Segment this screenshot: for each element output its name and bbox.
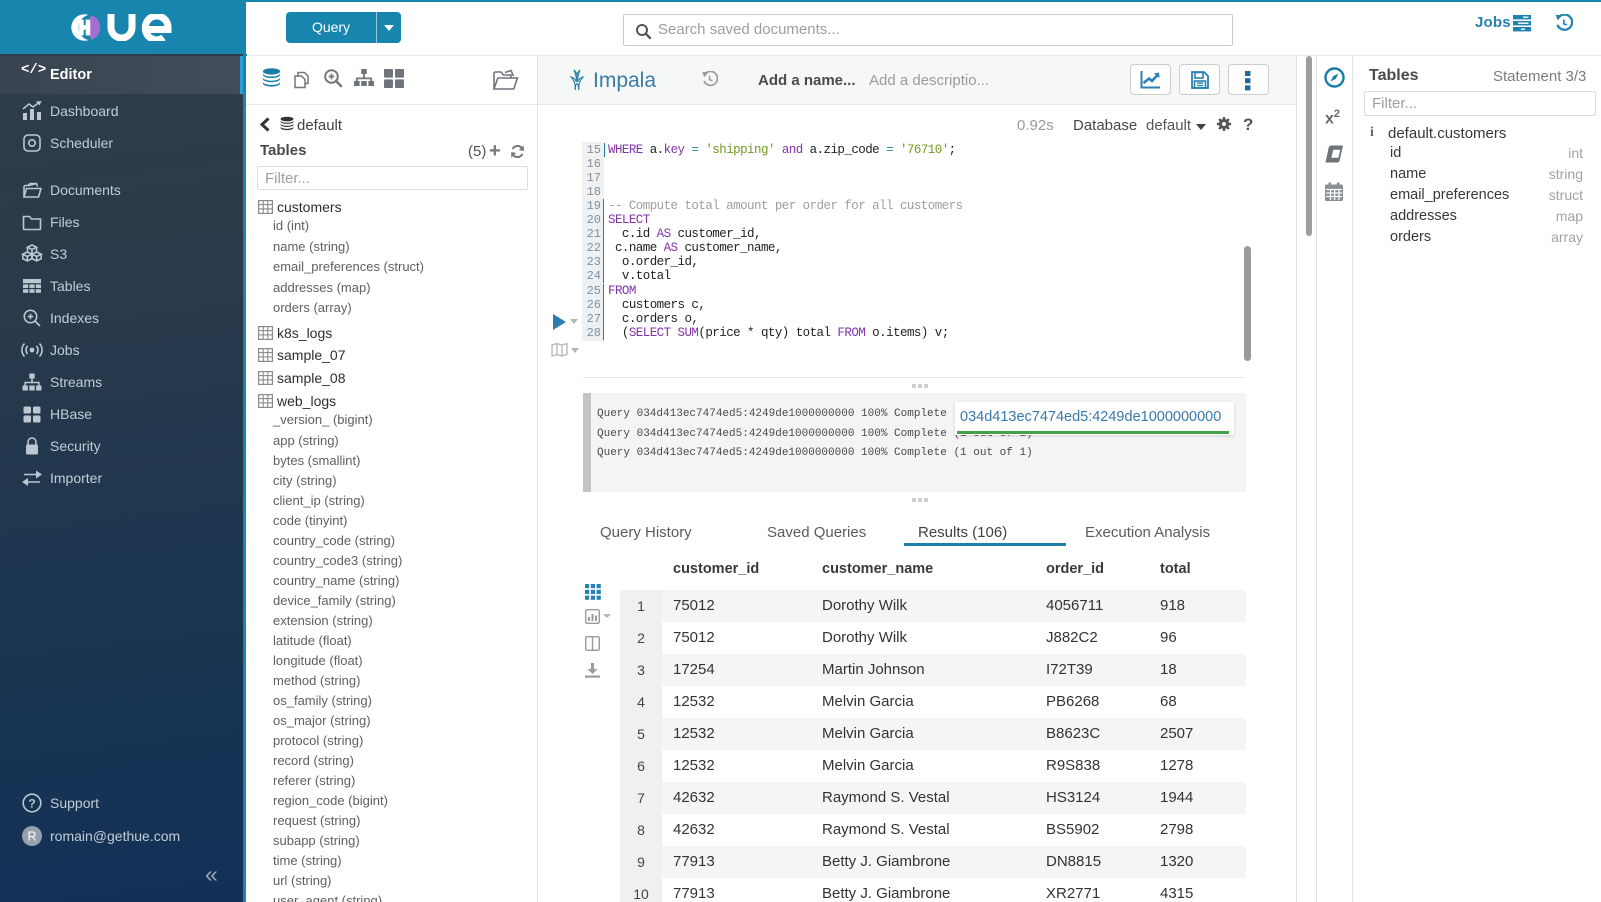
svg-text:R: R [27,830,36,844]
svg-text:?: ? [28,796,35,810]
